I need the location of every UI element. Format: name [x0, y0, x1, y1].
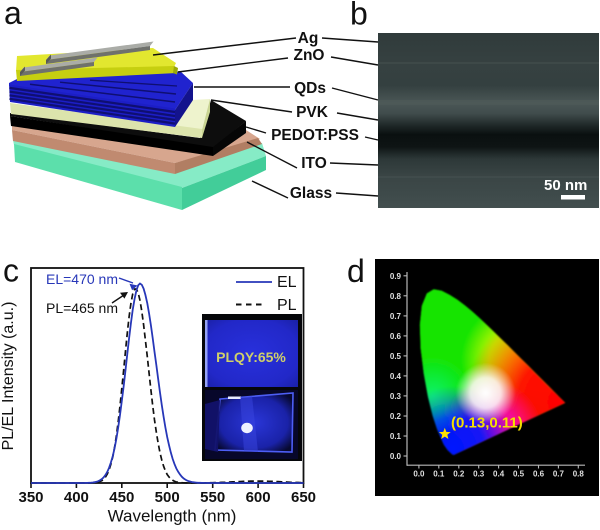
svg-text:350: 350	[18, 489, 43, 506]
svg-text:PVK: PVK	[296, 104, 329, 121]
svg-text:0.4: 0.4	[493, 470, 505, 479]
svg-text:a: a	[4, 0, 22, 31]
svg-text:0.7: 0.7	[553, 470, 565, 479]
svg-text:EL=470 nm: EL=470 nm	[46, 271, 118, 287]
svg-text:650: 650	[291, 489, 316, 506]
svg-text:0.5: 0.5	[513, 470, 525, 479]
svg-text:Glass: Glass	[290, 185, 332, 202]
svg-text:0.1: 0.1	[390, 432, 402, 441]
svg-text:0.3: 0.3	[473, 470, 485, 479]
svg-text:0.8: 0.8	[573, 470, 585, 479]
svg-text:50 nm: 50 nm	[544, 177, 587, 194]
svg-text:0.4: 0.4	[390, 372, 402, 381]
svg-text:c: c	[3, 253, 19, 289]
svg-text:0.2: 0.2	[453, 470, 465, 479]
svg-text:450: 450	[109, 489, 134, 506]
svg-text:550: 550	[200, 489, 225, 506]
svg-text:600: 600	[246, 489, 271, 506]
svg-text:PEDOT:PSS: PEDOT:PSS	[271, 127, 359, 144]
svg-text:PL/EL Intensity (a.u.): PL/EL Intensity (a.u.)	[0, 302, 17, 451]
svg-text:0.2: 0.2	[390, 412, 402, 421]
svg-text:0.1: 0.1	[433, 470, 445, 479]
svg-text:d: d	[347, 253, 365, 289]
svg-text:ZnO: ZnO	[294, 47, 325, 64]
svg-text:0.3: 0.3	[390, 392, 402, 401]
svg-text:b: b	[350, 0, 368, 32]
svg-text:0.8: 0.8	[390, 292, 402, 301]
svg-text:Wavelength (nm): Wavelength (nm)	[108, 507, 237, 526]
svg-text:0.7: 0.7	[390, 312, 402, 321]
svg-text:ITO: ITO	[301, 155, 327, 172]
svg-text:QDs: QDs	[294, 80, 326, 97]
svg-text:0.9: 0.9	[390, 272, 402, 281]
svg-text:EL: EL	[277, 274, 297, 291]
svg-text:500: 500	[155, 489, 180, 506]
svg-text:PL=465 nm: PL=465 nm	[46, 300, 118, 316]
svg-text:0.6: 0.6	[390, 332, 402, 341]
svg-text:(0.13,0.11): (0.13,0.11)	[451, 415, 523, 432]
svg-text:0.5: 0.5	[390, 352, 402, 361]
svg-text:0.0: 0.0	[390, 452, 402, 461]
svg-text:400: 400	[64, 489, 89, 506]
svg-text:PL: PL	[277, 297, 297, 314]
svg-text:0.6: 0.6	[533, 470, 545, 479]
svg-text:PLQY:65%: PLQY:65%	[216, 349, 286, 365]
svg-text:0.0: 0.0	[413, 470, 425, 479]
svg-text:Ag: Ag	[298, 30, 319, 47]
